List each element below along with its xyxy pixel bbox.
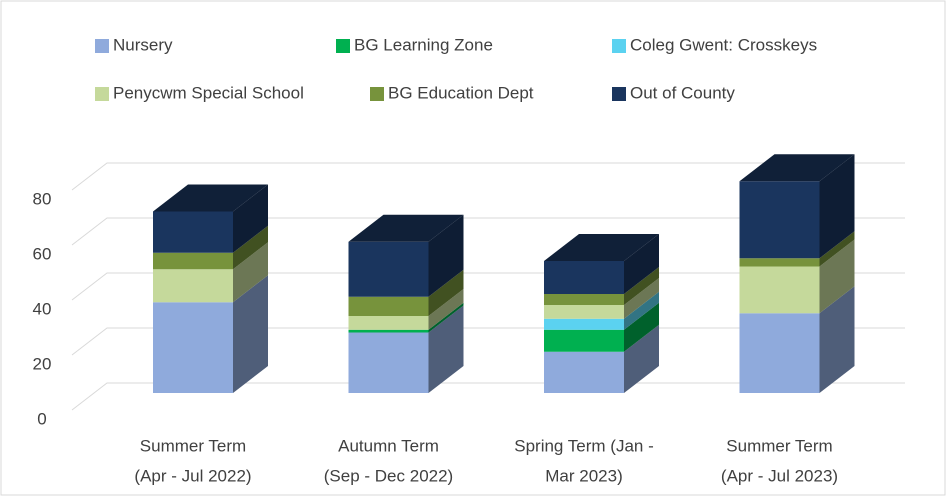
y-tick-label: 40: [33, 299, 52, 318]
bar: [153, 269, 233, 303]
bar-side: [428, 289, 464, 330]
y-tick-label: 80: [33, 189, 52, 208]
x-tick-label: Summer Term: [726, 436, 832, 455]
bar-side: [624, 267, 659, 305]
bar-side: [428, 214, 464, 297]
bar: [153, 252, 233, 270]
bar: [739, 258, 820, 267]
bar: [544, 351, 624, 393]
bar-top: [544, 234, 659, 261]
bar-side: [428, 302, 464, 333]
x-tick-label: Mar 2023): [545, 466, 622, 485]
legend-swatch: [95, 39, 109, 53]
bar-side: [233, 225, 268, 270]
bar-top: [739, 154, 855, 182]
legend-swatch: [612, 87, 626, 101]
legend-label: BG Education Dept: [388, 83, 534, 102]
bar: [739, 181, 820, 259]
bar: [739, 266, 820, 314]
bar-side: [624, 291, 659, 330]
bar-side: [624, 302, 659, 352]
legend-label: Nursery: [113, 35, 173, 54]
bar-side: [233, 242, 268, 303]
bar-top: [348, 214, 464, 242]
x-tick-label: Spring Term (Jan -: [514, 436, 654, 455]
bar: [348, 332, 429, 393]
bar-side: [428, 269, 464, 316]
bar-side: [233, 275, 268, 393]
legend-swatch: [95, 87, 109, 101]
legend-label: Coleg Gwent: Crosskeys: [630, 35, 817, 54]
bar: [348, 241, 429, 297]
bar-side: [819, 286, 855, 393]
x-tick-label: Autumn Term: [338, 436, 439, 455]
bar: [153, 211, 233, 253]
legend-swatch: [336, 39, 350, 53]
bar-side: [819, 154, 855, 259]
bar: [544, 294, 624, 305]
bar-side: [624, 324, 659, 393]
bar-side: [819, 239, 855, 314]
bar: [739, 313, 820, 393]
bar-side: [233, 184, 268, 253]
bar-side: [428, 305, 464, 393]
bar: [348, 296, 429, 316]
y-tick-label: 20: [33, 354, 52, 373]
legend-label: Out of County: [630, 83, 735, 102]
bar: [544, 318, 624, 330]
bar: [153, 302, 233, 393]
x-tick-label: (Apr - Jul 2023): [721, 466, 838, 485]
x-tick-label: (Sep - Dec 2022): [324, 466, 453, 485]
x-tick-label: (Apr - Jul 2022): [134, 466, 251, 485]
bar: [544, 261, 624, 294]
y-tick-label: 0: [37, 409, 46, 428]
bar-top: [153, 184, 268, 212]
grid-line: [71, 382, 905, 411]
legend-label: Penycwm Special School: [113, 83, 304, 102]
y-tick-label: 60: [33, 244, 52, 263]
bar: [348, 316, 429, 330]
bar-side: [624, 234, 659, 294]
bar: [544, 329, 624, 352]
bar: [348, 329, 429, 333]
bar-side: [819, 231, 855, 267]
grid-line: [71, 217, 905, 246]
bar-side: [624, 278, 659, 319]
legend-swatch: [612, 39, 626, 53]
grid-line: [71, 162, 905, 191]
x-tick-label: Summer Term: [140, 436, 246, 455]
legend-swatch: [370, 87, 384, 101]
bar: [544, 305, 624, 319]
legend-label: BG Learning Zone: [354, 35, 493, 54]
